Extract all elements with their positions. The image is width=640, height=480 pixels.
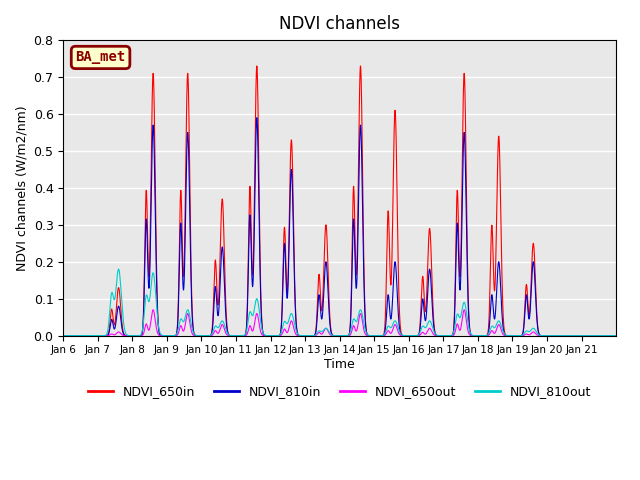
- Y-axis label: NDVI channels (W/m2/nm): NDVI channels (W/m2/nm): [15, 105, 28, 271]
- Text: BA_met: BA_met: [76, 50, 125, 64]
- Legend: NDVI_650in, NDVI_810in, NDVI_650out, NDVI_810out: NDVI_650in, NDVI_810in, NDVI_650out, NDV…: [83, 380, 596, 403]
- Title: NDVI channels: NDVI channels: [279, 15, 400, 33]
- X-axis label: Time: Time: [324, 358, 355, 371]
